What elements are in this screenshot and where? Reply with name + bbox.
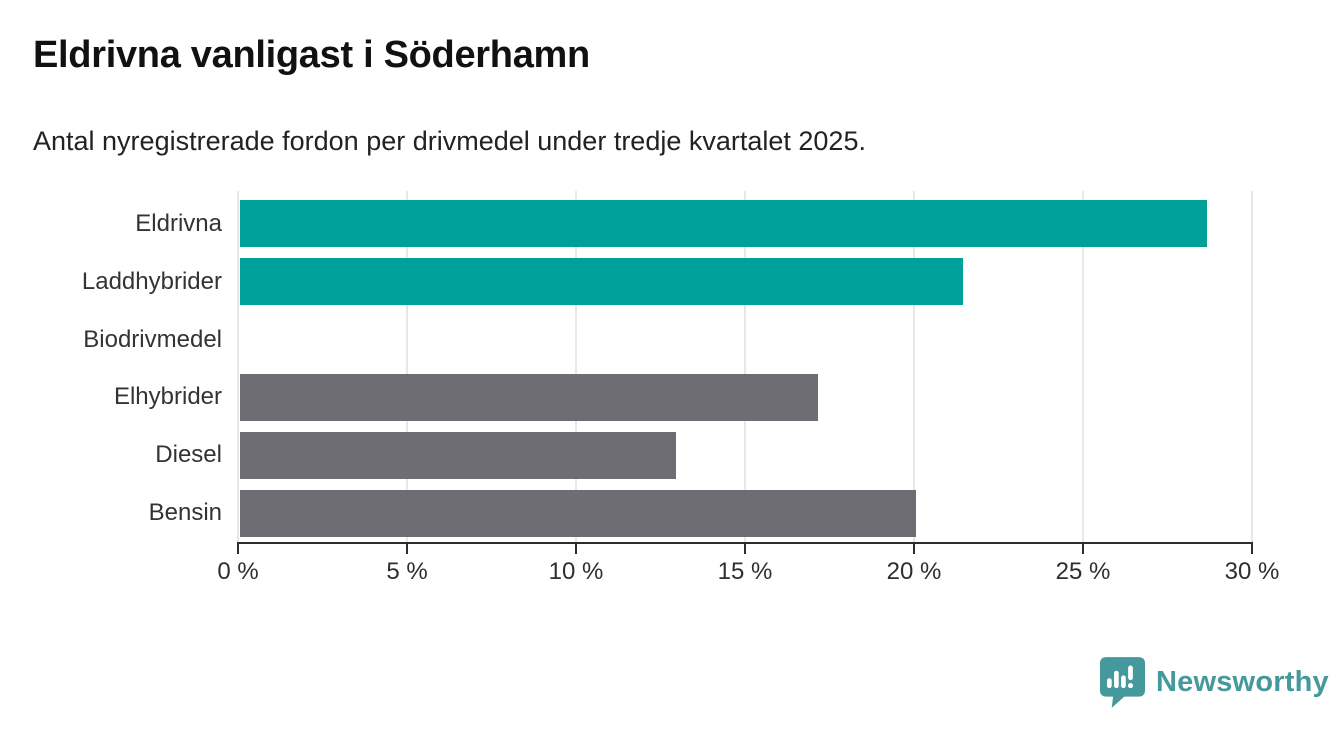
bar-row: Biodrivmedel xyxy=(0,311,1252,369)
gridlines xyxy=(237,191,1253,542)
newsworthy-logo-icon xyxy=(1099,657,1146,708)
x-axis-tick xyxy=(237,542,239,554)
chart-subtitle: Antal nyregistrerade fordon per drivmede… xyxy=(33,126,866,156)
bar-row: Laddhybrider xyxy=(0,253,1252,311)
bar xyxy=(240,489,916,537)
x-axis-tick-label: 25 % xyxy=(1055,558,1111,585)
gridline xyxy=(913,191,915,542)
bar-row: Bensin xyxy=(0,484,1252,542)
brand-footer: Newsworthy xyxy=(1099,656,1329,708)
x-axis-tick xyxy=(1251,542,1253,554)
bar-track xyxy=(238,200,1252,248)
bar xyxy=(240,373,818,421)
gridline xyxy=(1251,191,1253,542)
category-label: Biodrivmedel xyxy=(83,325,222,353)
category-label: Laddhybrider xyxy=(81,267,222,295)
category-label: Bensin xyxy=(148,499,222,527)
gridline xyxy=(406,191,408,542)
category-label: Diesel xyxy=(155,441,222,469)
bar-row: Eldrivna xyxy=(0,195,1252,253)
bar-track xyxy=(238,373,1252,421)
x-axis-tick-label: 30 % xyxy=(1224,558,1280,585)
x-axis-tick-label: 5 % xyxy=(386,558,428,585)
gridline xyxy=(575,191,577,542)
bar-chart: Eldrivna Laddhybrider Biodrivmedel Elhybrid… xyxy=(0,191,1279,595)
x-axis-tick xyxy=(1082,542,1084,554)
gridline xyxy=(744,191,746,542)
x-axis-tick-label: 10 % xyxy=(548,558,604,585)
bar-track xyxy=(238,258,1252,306)
gridline xyxy=(1082,191,1084,542)
x-axis-tick-label: 15 % xyxy=(717,558,773,585)
bar-rows: Eldrivna Laddhybrider Biodrivmedel Elhybrid… xyxy=(0,195,1252,542)
bar xyxy=(240,258,964,306)
x-axis-tick xyxy=(744,542,746,554)
x-axis-tick-label: 20 % xyxy=(886,558,942,585)
gridline xyxy=(237,191,239,542)
category-label: Elhybrider xyxy=(113,383,222,411)
bar xyxy=(240,431,677,479)
bar-row: Diesel xyxy=(0,426,1252,484)
bar xyxy=(240,200,1207,248)
x-axis-tick xyxy=(406,542,408,554)
bar-track xyxy=(238,431,1252,479)
bar-track xyxy=(238,489,1252,537)
x-axis-tick xyxy=(913,542,915,554)
category-label: Eldrivna xyxy=(135,209,222,237)
brand-name: Newsworthy xyxy=(1156,665,1329,698)
bar-track xyxy=(238,316,1252,363)
x-axis-tick-label: 0 % xyxy=(217,558,259,585)
chart-title: Eldrivna vanligast i Söderhamn xyxy=(33,34,590,76)
x-axis-tick xyxy=(575,542,577,554)
bar-row: Elhybrider xyxy=(0,368,1252,426)
